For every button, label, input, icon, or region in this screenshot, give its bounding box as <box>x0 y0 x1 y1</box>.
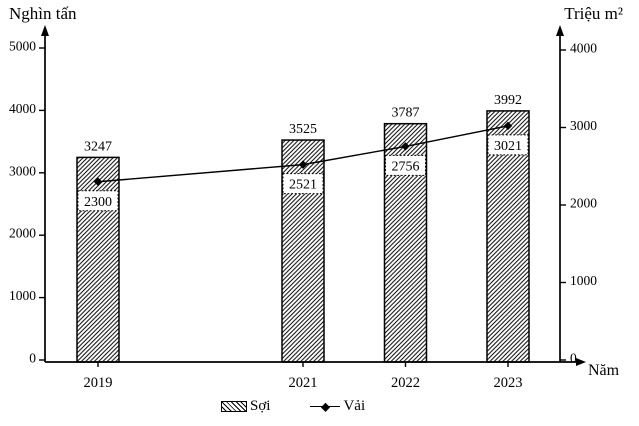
category-label-2022: 2022 <box>391 375 420 391</box>
right-axis-tick-label: 1000 <box>570 273 597 288</box>
point-value-box <box>77 190 119 212</box>
bar-value-label: 3525 <box>289 122 317 137</box>
right-axis-tick-label: 3000 <box>570 118 597 133</box>
left-axis-tick-label: 5000 <box>9 39 36 54</box>
bar-value-label: 3247 <box>84 139 112 154</box>
marker-vai-2019 <box>93 177 103 186</box>
marker-vai-2021 <box>298 160 308 169</box>
legend-label-vai: Vải <box>343 398 366 414</box>
point-value-box <box>487 134 529 156</box>
legend-label-soi: Sợi <box>250 398 271 414</box>
category-label-2021: 2021 <box>289 375 318 391</box>
line-swatch-stroke <box>310 405 341 407</box>
point-value-label: 2756 <box>392 159 420 174</box>
bar-value-label: 3787 <box>392 106 420 121</box>
bar-soi-2019 <box>76 156 120 363</box>
right-axis-title: Triệu m² <box>564 4 623 23</box>
point-value-label: 2521 <box>289 178 317 193</box>
line-diamond-swatch-icon: ◆ <box>310 398 341 413</box>
legend-item-soi: Sợi <box>221 398 270 415</box>
category-label-2023: 2023 <box>494 375 523 391</box>
left-axis-tick-label: 1000 <box>9 288 36 303</box>
legend: Sợi ◆ Vải <box>221 398 365 415</box>
left-axis-title: Nghìn tấn <box>9 4 77 23</box>
x-axis-arrow-icon <box>576 358 586 366</box>
right-axis-tick-label: 0 <box>570 351 577 366</box>
category-label-2019: 2019 <box>84 375 113 391</box>
point-value-box <box>385 154 426 176</box>
left-axis-tick-label: 2000 <box>9 226 36 241</box>
left-axis-tick-label: 3000 <box>9 163 36 178</box>
diamond-marker-icon: ◆ <box>320 398 331 413</box>
right-axis-tick-label: 2000 <box>570 196 597 211</box>
left-axis-tick-label: 0 <box>29 351 36 366</box>
bar-value-label: 3992 <box>494 93 522 108</box>
marker-vai-2022 <box>401 142 410 151</box>
x-axis-title: Năm <box>588 362 620 379</box>
right-axis-tick-label: 4000 <box>570 41 597 56</box>
right-axis-arrow-icon <box>556 25 564 36</box>
point-value-label: 3021 <box>494 139 522 154</box>
marker-vai-2023 <box>503 121 513 131</box>
point-value-box <box>282 173 324 195</box>
point-value-label: 2300 <box>84 195 112 210</box>
left-axis-tick-label: 4000 <box>9 101 36 116</box>
hatched-bar-swatch-icon <box>221 401 247 412</box>
line-vai <box>97 125 509 183</box>
left-axis-arrow-icon <box>41 25 49 36</box>
legend-item-vai: ◆ Vải <box>310 398 365 415</box>
